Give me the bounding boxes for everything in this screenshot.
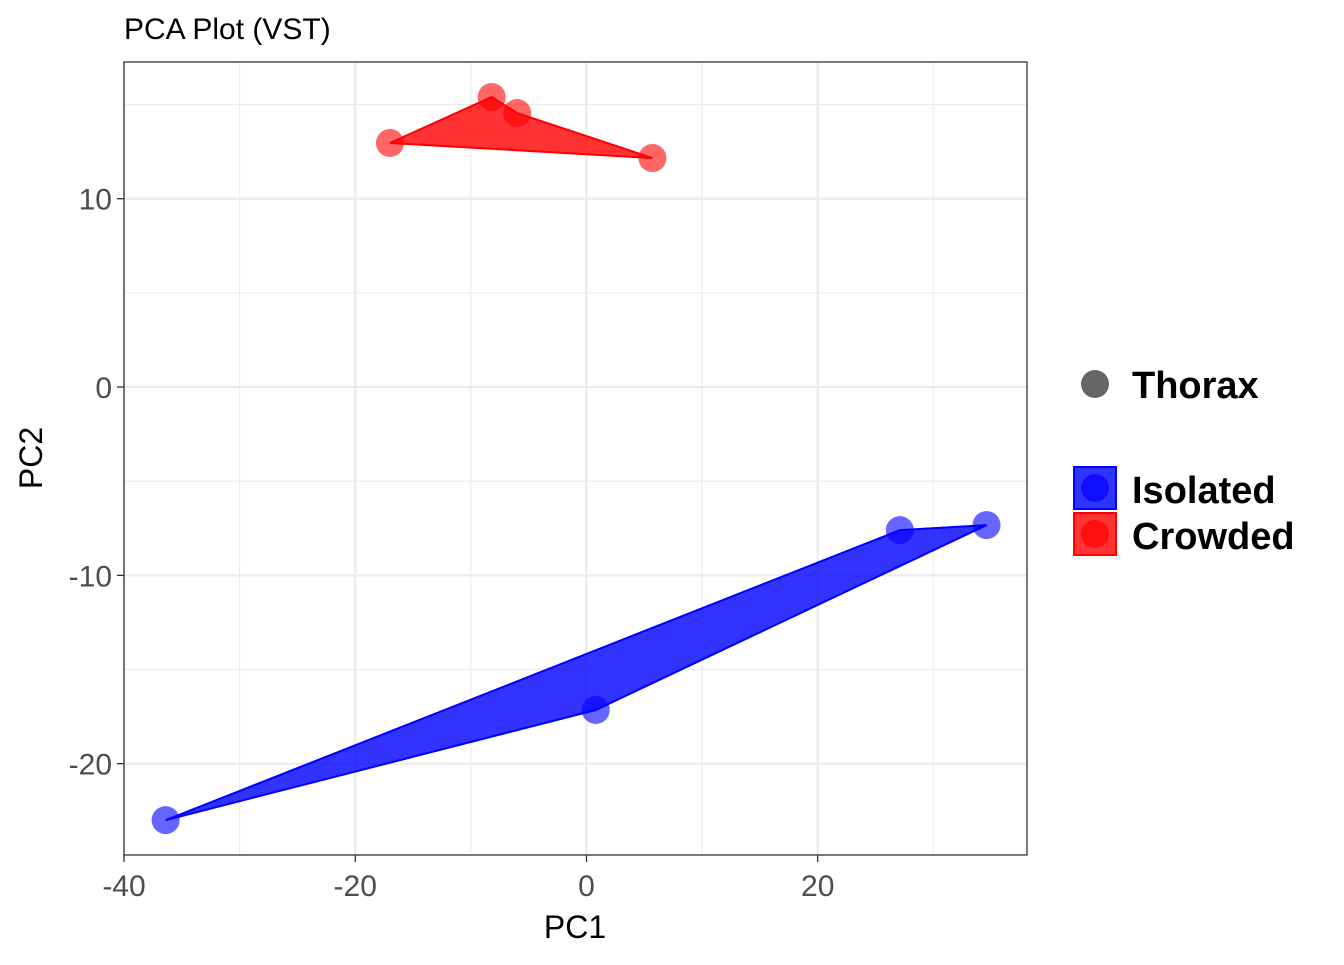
- chart-title: PCA Plot (VST): [124, 13, 331, 46]
- point-isolated: [581, 695, 610, 724]
- legend-label-isolated: Isolated: [1132, 470, 1276, 512]
- point-crowded: [477, 83, 506, 112]
- y-tick-label: 0: [95, 372, 112, 405]
- legend-label-crowded: Crowded: [1132, 516, 1295, 558]
- x-tick-label: 0: [578, 870, 595, 903]
- legend-key-crowded-dot: [1081, 520, 1109, 548]
- legend-key-isolated-dot: [1081, 474, 1109, 502]
- point-isolated: [151, 806, 180, 835]
- legend-shape-thorax-marker: [1081, 370, 1109, 398]
- data-points: [151, 83, 1001, 835]
- point-crowded: [638, 144, 667, 173]
- legend: Thorax Isolated Crowded: [1073, 365, 1295, 558]
- axes: -40 -20 0 20 -20 -10 0 10: [69, 184, 835, 903]
- y-tick-label: 10: [79, 184, 112, 217]
- y-axis-label: PC2: [13, 427, 49, 489]
- y-tick-label: -20: [69, 749, 112, 782]
- point-isolated: [972, 511, 1001, 540]
- y-tick-label: -10: [69, 560, 112, 593]
- point-crowded: [375, 128, 404, 157]
- point-crowded: [503, 99, 532, 128]
- plot-panel-border: [123, 61, 1028, 856]
- x-tick-label: -20: [334, 870, 377, 903]
- x-axis-label: PC1: [544, 909, 606, 945]
- point-isolated: [885, 516, 914, 545]
- x-tick-label: -40: [102, 870, 145, 903]
- legend-shape-thorax-label: Thorax: [1132, 365, 1259, 407]
- grid: [122, 62, 1027, 855]
- plot-background: [124, 62, 1027, 855]
- x-tick-label: 20: [801, 870, 834, 903]
